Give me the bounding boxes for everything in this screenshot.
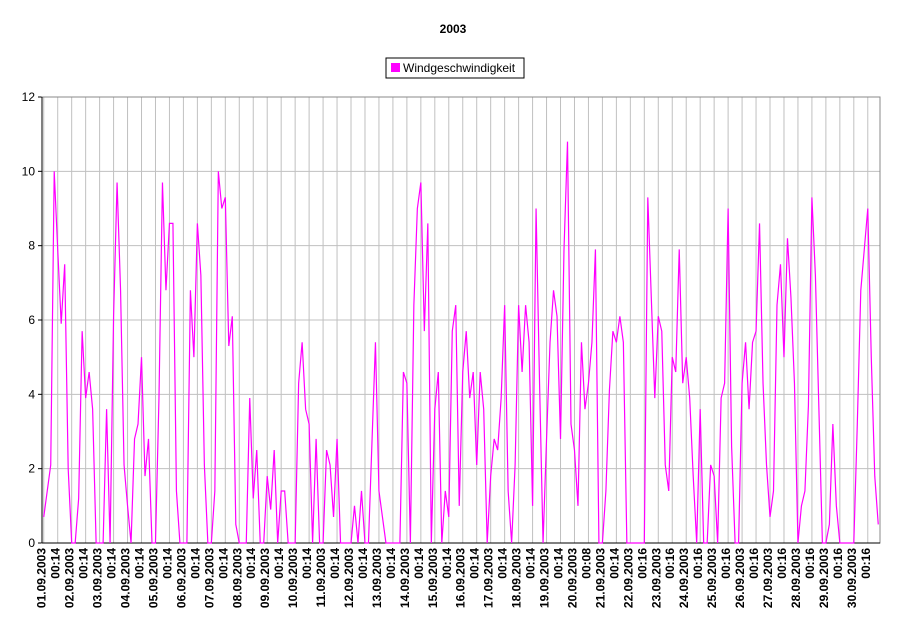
x-tick-label: 00:14 bbox=[328, 548, 342, 579]
x-tick-label: 00:14 bbox=[272, 548, 286, 579]
x-tick-label: 00:14 bbox=[160, 548, 174, 579]
legend-swatch bbox=[391, 63, 400, 72]
y-tick-label: 8 bbox=[28, 239, 35, 253]
x-tick-label: 00:16 bbox=[803, 548, 817, 579]
y-tick-label: 2 bbox=[28, 462, 35, 476]
x-tick-label: 16.09.2003 bbox=[454, 548, 468, 608]
x-tick-label: 10.09.2003 bbox=[286, 548, 300, 608]
legend-box bbox=[385, 57, 525, 79]
x-tick-label: 30.09.2003 bbox=[845, 548, 859, 608]
x-tick-label: 00:16 bbox=[747, 548, 761, 579]
x-tick-label: 00:16 bbox=[663, 548, 677, 579]
x-tick-label: 00:16 bbox=[691, 548, 705, 579]
x-tick-label: 26.09.2003 bbox=[733, 548, 747, 608]
chart-title: 2003 bbox=[440, 22, 467, 36]
x-tick-label: 00:14 bbox=[300, 548, 314, 579]
x-tick-label: 11.09.2003 bbox=[314, 548, 328, 608]
x-tick-label: 00:16 bbox=[859, 548, 873, 579]
x-tick-label: 19.09.2003 bbox=[538, 548, 552, 608]
x-tick-label: 02.09.2003 bbox=[63, 548, 77, 608]
x-tick-label: 20.09.2003 bbox=[565, 548, 579, 608]
x-tick-label: 23.09.2003 bbox=[649, 548, 663, 608]
x-tick-label: 00:14 bbox=[468, 548, 482, 579]
y-tick-label: 4 bbox=[28, 387, 35, 401]
x-tick-label: 03.09.2003 bbox=[91, 548, 105, 608]
y-tick-label: 0 bbox=[28, 536, 35, 550]
x-tick-label: 00:14 bbox=[552, 548, 566, 579]
x-tick-label: 14.09.2003 bbox=[398, 548, 412, 608]
x-tick-label: 00:14 bbox=[244, 548, 258, 579]
x-tick-label: 00:14 bbox=[77, 548, 91, 579]
x-tick-label: 06.09.2003 bbox=[174, 548, 188, 608]
x-tick-label: 17.09.2003 bbox=[482, 548, 496, 608]
x-tick-label: 22.09.2003 bbox=[621, 548, 635, 608]
x-tick-label: 15.09.2003 bbox=[426, 548, 440, 608]
y-tick-label: 12 bbox=[22, 90, 36, 104]
x-tick-label: 00:14 bbox=[440, 548, 454, 579]
x-tick-label: 27.09.2003 bbox=[761, 548, 775, 608]
x-tick-label: 00:14 bbox=[356, 548, 370, 579]
x-tick-label: 00:14 bbox=[105, 548, 119, 579]
legend-label: Windgeschwindigkeit bbox=[403, 61, 516, 75]
x-tick-label: 13.09.2003 bbox=[370, 548, 384, 608]
x-tick-label: 00:16 bbox=[719, 548, 733, 579]
x-tick-label: 00:14 bbox=[133, 548, 147, 579]
x-tick-label: 00:14 bbox=[188, 548, 202, 579]
x-tick-label: 05.09.2003 bbox=[146, 548, 160, 608]
x-tick-label: 00:14 bbox=[524, 548, 538, 579]
x-tick-label: 00:16 bbox=[831, 548, 845, 579]
x-tick-label: 09.09.2003 bbox=[258, 548, 272, 608]
y-tick-label: 6 bbox=[28, 313, 35, 327]
x-tick-label: 00:16 bbox=[635, 548, 649, 579]
x-tick-label: 00:14 bbox=[49, 548, 63, 579]
x-tick-label: 01.09.2003 bbox=[35, 548, 49, 608]
x-tick-label: 29.09.2003 bbox=[817, 548, 831, 608]
x-tick-label: 28.09.2003 bbox=[789, 548, 803, 608]
x-tick-label: 21.09.2003 bbox=[593, 548, 607, 608]
x-tick-label: 18.09.2003 bbox=[510, 548, 524, 608]
x-tick-label: 00:14 bbox=[384, 548, 398, 579]
x-tick-label: 04.09.2003 bbox=[119, 548, 133, 608]
x-tick-label: 00:08 bbox=[579, 548, 593, 579]
x-tick-label: 00:16 bbox=[775, 548, 789, 579]
x-tick-label: 25.09.2003 bbox=[705, 548, 719, 608]
x-tick-label: 00:14 bbox=[496, 548, 510, 579]
x-tick-label: 07.09.2003 bbox=[202, 548, 216, 608]
series-line bbox=[43, 141, 879, 544]
x-tick-label: 00:14 bbox=[607, 548, 621, 579]
x-tick-label: 12.09.2003 bbox=[342, 548, 356, 608]
x-tick-label: 00:14 bbox=[412, 548, 426, 579]
x-tick-label: 24.09.2003 bbox=[677, 548, 691, 608]
y-tick-label: 10 bbox=[22, 164, 36, 178]
x-tick-label: 08.09.2003 bbox=[230, 548, 244, 608]
x-tick-label: 00:14 bbox=[216, 548, 230, 579]
